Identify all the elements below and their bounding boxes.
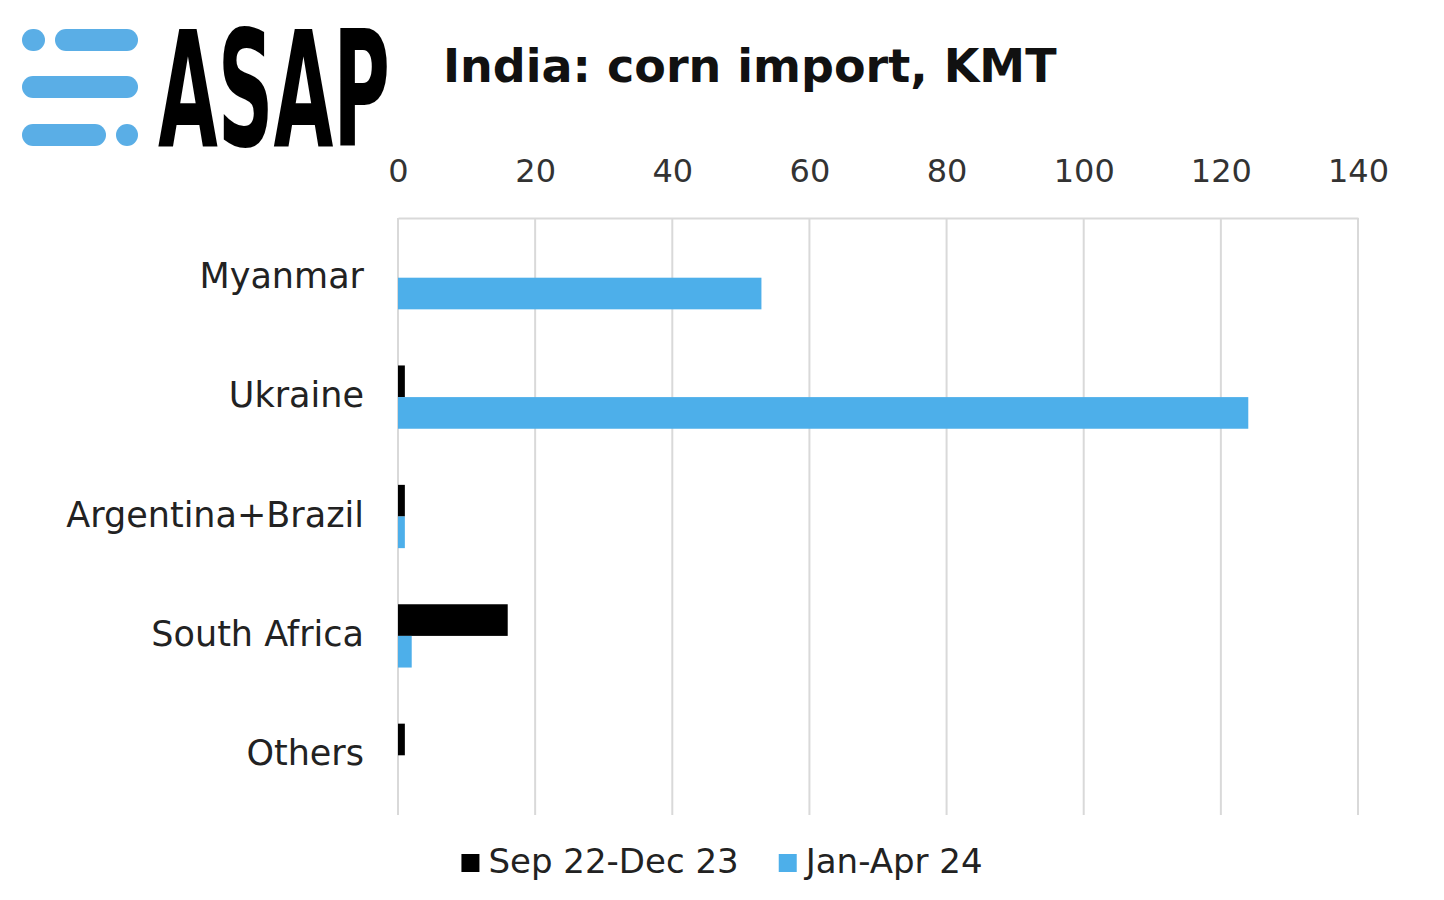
- category-label: Argentina+Brazil: [66, 495, 364, 535]
- bar: [398, 517, 405, 549]
- tick-label: 0: [388, 152, 408, 190]
- logo-shape: [22, 124, 106, 146]
- logo-shape: [22, 76, 138, 98]
- grid-line: [946, 218, 948, 815]
- bar: [398, 246, 399, 278]
- tick: 60: [790, 152, 831, 218]
- axis-line: [399, 218, 1359, 220]
- grid-line: [1220, 218, 1222, 815]
- tick-label: 80: [927, 152, 968, 190]
- y-axis: Myanmar Ukraine Argentina+Brazil South Afri…: [66, 256, 364, 774]
- category-label: South Africa: [151, 614, 364, 654]
- legend-label: Sep 22-Dec 23: [488, 841, 738, 881]
- bars: [398, 278, 1248, 756]
- tick: 40: [652, 152, 693, 218]
- bar: [398, 397, 1248, 429]
- bar: [398, 365, 405, 397]
- bar: [398, 604, 508, 636]
- grid-line: [1083, 218, 1085, 815]
- tick-label: 120: [1191, 152, 1252, 190]
- legend-label: Jan-Apr 24: [804, 841, 983, 881]
- category-label: Ukraine: [229, 375, 364, 415]
- bar: [398, 485, 405, 517]
- bar: [398, 724, 405, 756]
- bar: [398, 278, 761, 310]
- legend: Sep 22-Dec 23 Jan-Apr 24: [461, 841, 982, 881]
- logo-shape: [22, 29, 45, 51]
- tick: 80: [927, 152, 968, 218]
- tick-label: 40: [652, 152, 693, 190]
- legend-item: Sep 22-Dec 23: [461, 841, 738, 881]
- chart: ASAP India: corn import, KMT 0 20 40 60 80 100 1…: [0, 0, 1444, 900]
- tick: 0: [388, 152, 408, 218]
- logo: ASAP: [22, 0, 390, 184]
- tick: 20: [515, 152, 556, 218]
- legend-item: Jan-Apr 24: [779, 841, 983, 881]
- title: India: corn import, KMT: [443, 39, 1057, 93]
- grid-line: [808, 218, 810, 815]
- category-label: Myanmar: [200, 256, 365, 296]
- tick: 140: [1328, 152, 1389, 218]
- bar: [398, 755, 399, 787]
- x-axis: 0 20 40 60 80 100 120 140: [388, 152, 1389, 219]
- tick-label: 140: [1328, 152, 1389, 190]
- tick: 120: [1191, 152, 1252, 218]
- legend-swatch: [779, 854, 797, 872]
- logo-text: ASAP: [158, 0, 390, 184]
- legend-swatch: [461, 854, 479, 872]
- grid: [398, 218, 1358, 815]
- bar: [398, 636, 412, 668]
- tick: 100: [1054, 152, 1115, 218]
- tick-label: 60: [790, 152, 831, 190]
- category-label: Others: [246, 733, 364, 773]
- logo-shape: [116, 124, 138, 146]
- logo-shape: [55, 29, 138, 51]
- tick-label: 20: [515, 152, 556, 190]
- grid-line: [1357, 218, 1359, 815]
- tick-label: 100: [1054, 152, 1115, 190]
